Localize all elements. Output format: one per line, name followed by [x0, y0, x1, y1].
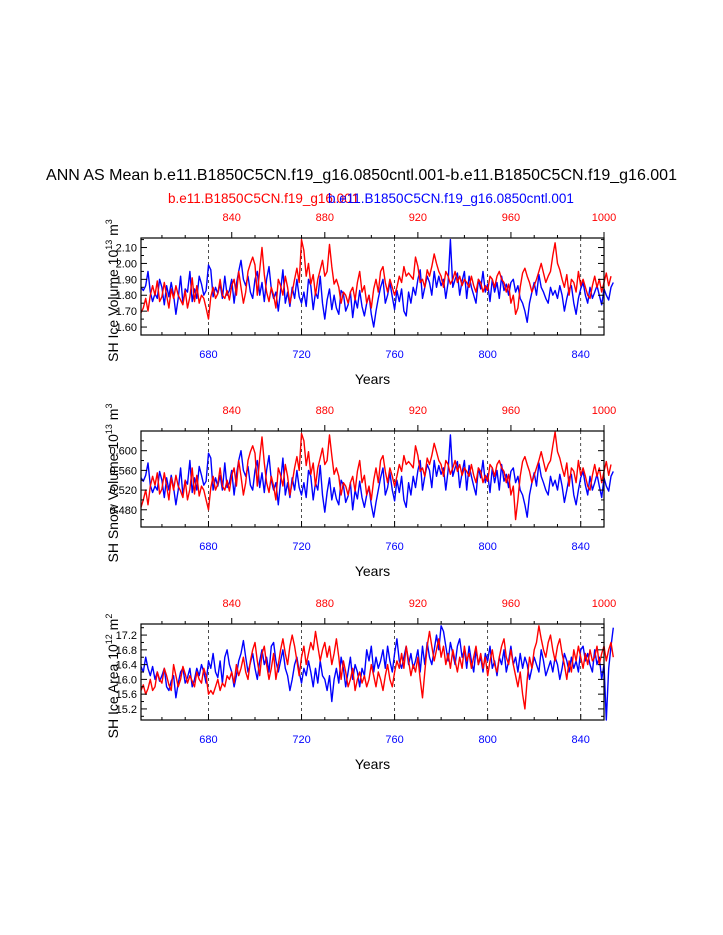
y-tick-label: 1.70 — [116, 306, 137, 318]
y-axis-title-part: 13 — [104, 240, 114, 250]
x-tick-label-bottom: 760 — [385, 349, 403, 361]
y-tick-label: 2.00 — [116, 258, 137, 270]
x-tick-label-bottom: 840 — [572, 541, 590, 553]
y-axis-title-part: 2 — [104, 614, 114, 619]
y-axis-title: SH Ice Volume 1013 m3 — [104, 219, 121, 362]
y-axis-title-part: m — [105, 224, 121, 240]
x-tick-label-top: 1000 — [592, 598, 616, 610]
x-tick-label-bottom: 760 — [385, 541, 403, 553]
y-tick-label: 15.2 — [116, 704, 137, 716]
series-line-red — [140, 431, 612, 521]
y-axis-title-part: m — [105, 619, 121, 635]
x-axis-title: Years — [355, 756, 390, 772]
x-tick-label-bottom: 840 — [572, 734, 590, 746]
x-tick-label-bottom: 800 — [478, 734, 496, 746]
y-tick-label: 1.60 — [116, 322, 137, 334]
x-tick-label-top: 960 — [502, 405, 520, 417]
x-axis-title: Years — [355, 371, 390, 387]
series-line-red — [140, 238, 612, 320]
y-tick-label: 0.480 — [109, 505, 137, 517]
x-tick-label-bottom: 840 — [572, 349, 590, 361]
x-tick-label-top: 1000 — [592, 405, 616, 417]
x-tick-label-top: 880 — [316, 405, 334, 417]
y-axis-title-part: 3 — [104, 404, 114, 409]
plot-frame — [140, 237, 605, 336]
y-tick-label: 15.6 — [116, 689, 137, 701]
x-tick-label-bottom: 680 — [199, 541, 217, 553]
y-tick-label: 1.80 — [116, 290, 137, 302]
series-line-red — [140, 625, 614, 710]
x-tick-label-bottom: 720 — [292, 349, 310, 361]
x-tick-label-top: 840 — [223, 405, 241, 417]
x-tick-label-bottom: 800 — [478, 349, 496, 361]
x-tick-label-bottom: 680 — [199, 349, 217, 361]
x-tick-label-top: 840 — [223, 212, 241, 224]
series-line-blue — [140, 625, 614, 721]
y-axis-title-part: 3 — [104, 219, 114, 224]
y-tick-label: 16.0 — [116, 674, 137, 686]
legend-red-label: b.e11.B1850C5CN.f19_g16.001 — [168, 191, 359, 206]
x-axis-title: Years — [355, 563, 390, 579]
y-tick-label: 0.520 — [109, 485, 137, 497]
y-axis-title-part: SH Ice Area 10 — [105, 644, 121, 738]
y-tick-label: 16.8 — [116, 645, 137, 657]
y-axis-title-part: 12 — [104, 634, 114, 644]
x-tick-label-bottom: 720 — [292, 541, 310, 553]
figure-title: ANN AS Mean b.e11.B1850C5CN.f19_g16.0850… — [46, 167, 677, 184]
y-axis-title-part: SH Snow Volume 10 — [105, 434, 121, 563]
x-tick-label-bottom: 760 — [385, 734, 403, 746]
y-tick-label: 0.600 — [109, 446, 137, 458]
x-tick-label-top: 960 — [502, 212, 520, 224]
x-tick-label-top: 1000 — [592, 212, 616, 224]
y-tick-label: 17.2 — [116, 630, 137, 642]
y-tick-label: 16.4 — [116, 660, 137, 672]
y-axis-title: SH Snow Volume 1013 m3 — [104, 404, 121, 563]
x-tick-label-top: 920 — [409, 405, 427, 417]
y-tick-label: 2.10 — [116, 243, 137, 255]
y-tick-label: 1.90 — [116, 274, 137, 286]
x-tick-label-bottom: 680 — [199, 734, 217, 746]
x-tick-label-top: 880 — [316, 598, 334, 610]
x-tick-label-top: 920 — [409, 212, 427, 224]
y-tick-label: 0.560 — [109, 465, 137, 477]
x-tick-label-top: 920 — [409, 598, 427, 610]
y-axis-title-part: 13 — [104, 424, 114, 434]
x-tick-label-top: 880 — [316, 212, 334, 224]
x-tick-label-bottom: 720 — [292, 734, 310, 746]
y-axis-title: SH Ice Area 1012 m2 — [104, 614, 121, 739]
y-axis-title-part: m — [105, 409, 121, 425]
y-axis-title-part: SH Ice Volume 10 — [105, 250, 121, 362]
x-tick-label-top: 960 — [502, 598, 520, 610]
legend-blue-label: b.e11.B1850C5CN.f19_g16.0850cntl.001 — [328, 191, 574, 206]
x-tick-label-bottom: 800 — [478, 541, 496, 553]
plot-frame — [140, 430, 605, 528]
x-tick-label-top: 840 — [223, 598, 241, 610]
